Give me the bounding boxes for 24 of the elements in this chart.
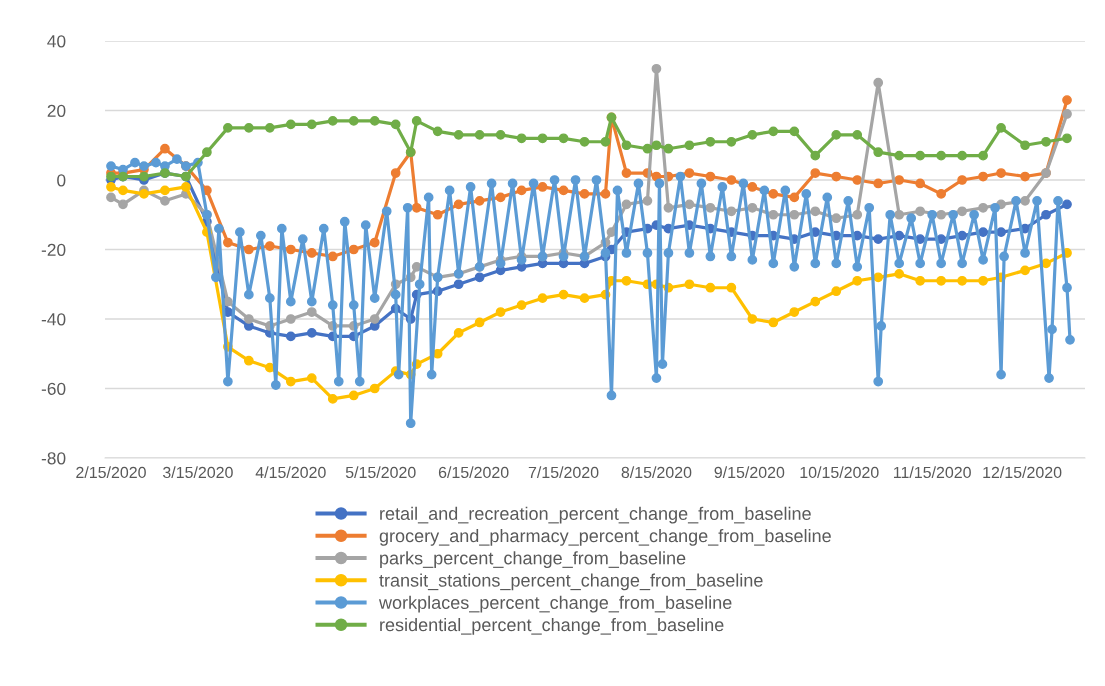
- y-tick-label: -40: [41, 313, 66, 326]
- x-tick-label: 5/15/2020: [345, 466, 416, 479]
- y-tick-label: -20: [41, 243, 66, 256]
- x-tick-label: 4/15/2020: [255, 466, 326, 479]
- x-tick-label: 8/15/2020: [621, 466, 692, 479]
- x-tick-label: 10/15/2020: [800, 466, 879, 479]
- x-tick-label: 6/15/2020: [438, 466, 509, 479]
- y-tick-label: 20: [47, 104, 66, 117]
- x-tick-label: 9/15/2020: [714, 466, 785, 479]
- y-tick-label: 0: [57, 174, 66, 187]
- x-tick-label: 12/15/2020: [983, 466, 1062, 479]
- y-tick-label: -80: [41, 452, 66, 465]
- x-tick-label: 2/15/2020: [76, 466, 146, 479]
- legend-label: parks_percent_change_from_baseline: [380, 551, 686, 569]
- legend-label: workplaces_percent_change_from_baseline: [378, 595, 732, 613]
- x-tick-label: 3/15/2020: [162, 466, 233, 479]
- x-tick-label: 11/15/2020: [894, 466, 971, 479]
- x-tick-label: 7/15/2020: [528, 466, 599, 479]
- legend-label: residential_percent_change_from_baseline: [380, 617, 724, 635]
- legend-label: retail_and_recreation_percent_change_from_baseline: [380, 506, 811, 524]
- y-tick-label: 40: [47, 35, 66, 48]
- y-tick-label: -60: [41, 382, 66, 395]
- legend-label: grocery_and_pharmacy_percent_change_from_baseline: [379, 528, 831, 546]
- legend-label: transit_stations_percent_change_from_baseline: [379, 573, 763, 591]
